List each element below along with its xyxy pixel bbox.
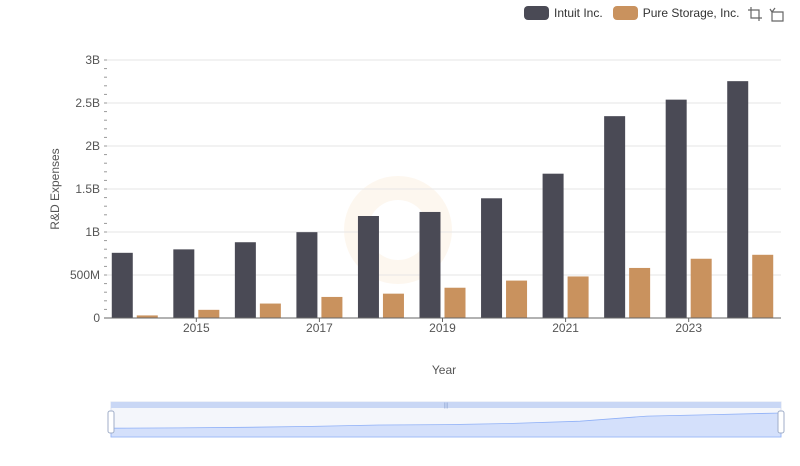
bar-intuit-inc-2019 [419,211,441,318]
axes: 0 500M 1B 1.5B 2B 2.5B 3B 2015 2017 2019 2021 2023 [70,53,781,335]
bar-intuit-inc-2018 [357,216,379,318]
bar-pure-storage-inc-2018 [382,293,404,318]
bar-pure-storage-inc-2021 [567,276,589,318]
zoom-handle-end[interactable] [777,410,785,434]
y-tick-label: 2.5B [75,96,100,110]
bar-intuit-inc-2017 [296,232,318,318]
bars [111,81,774,319]
bar-intuit-inc-2014 [111,252,133,318]
x-tick-label: 2015 [183,321,210,335]
y-tick-label: 2B [85,139,100,153]
zoom-handle-start[interactable] [107,410,115,434]
x-tick-label: 2023 [675,321,702,335]
bar-pure-storage-inc-2016 [259,303,281,318]
bar-intuit-inc-2020 [481,198,503,318]
bar-pure-storage-inc-2015 [198,309,220,318]
bar-intuit-inc-2015 [173,249,195,318]
zoom-selection-bar [111,402,781,408]
zoom-grip-icon: ||| [444,403,449,409]
bar-pure-storage-inc-2019 [444,287,466,318]
restore-icon[interactable] [769,6,785,22]
x-tick-label: 2021 [552,321,579,335]
bar-pure-storage-inc-2024 [752,254,774,318]
zoom-preview-area [110,412,782,438]
y-tick-label: 1B [85,225,100,239]
y-tick-label: 0 [93,311,100,325]
legend-label-intuit: Intuit Inc. [554,6,603,20]
bar-pure-storage-inc-2020 [506,280,528,318]
bar-pure-storage-inc-2014 [136,315,158,318]
bar-pure-storage-inc-2023 [690,258,712,318]
bar-pure-storage-inc-2022 [629,267,651,318]
y-tick-label: 500M [70,268,100,282]
x-tick-label: 2019 [429,321,456,335]
legend: Intuit Inc. Pure Storage, Inc. [524,4,749,22]
y-axis-title: R&D Expenses [48,148,62,229]
bar-intuit-inc-2021 [542,173,564,318]
toolbox [747,6,791,22]
bar-pure-storage-inc-2017 [321,296,343,318]
legend-swatch-intuit [524,6,549,20]
legend-swatch-pure-storage [612,6,638,20]
legend-item-intuit[interactable]: Intuit Inc. [524,6,603,20]
y-tick-label: 3B [85,53,100,67]
legend-label-pure-storage: Pure Storage, Inc. [642,6,740,20]
bar-intuit-inc-2016 [234,242,256,318]
bar-intuit-inc-2024 [727,81,749,318]
x-axis-title: Year [432,363,456,377]
y-tick-label: 1.5B [75,182,100,196]
bar-intuit-inc-2022 [604,116,626,319]
x-tick-label: 2017 [306,321,333,335]
data-zoom-slider[interactable]: ||| [107,401,785,438]
legend-item-pure-storage[interactable]: Pure Storage, Inc. [612,6,740,20]
bar-intuit-inc-2023 [665,99,687,318]
zoom-icon[interactable] [747,6,763,22]
